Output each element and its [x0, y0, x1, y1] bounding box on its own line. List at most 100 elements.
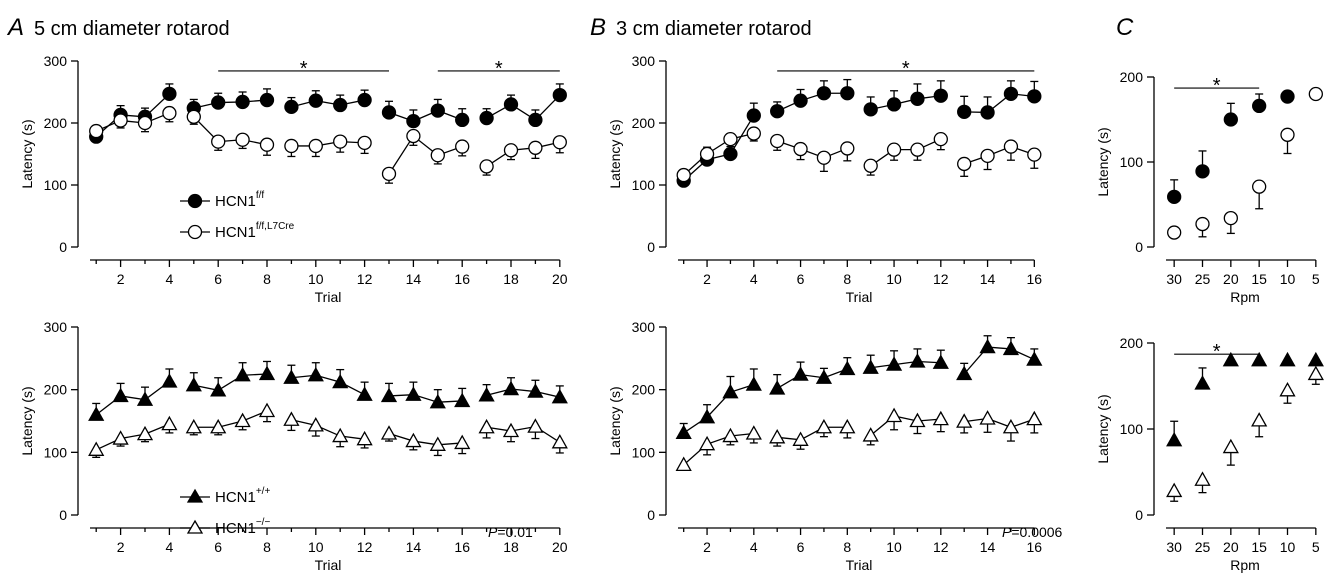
A_top-x-tick-label: 8: [263, 271, 271, 287]
A_bottom-series-1-line: [95, 380, 170, 416]
B_bottom-series-1-point: [815, 369, 833, 384]
C_bottom-y-tick-label: 200: [1120, 335, 1144, 351]
A_bottom-series-1-point: [551, 388, 568, 404]
B_top-x-axis-label: Trial: [846, 289, 873, 305]
A_bottom-series-1-point: [454, 392, 471, 408]
B_bottom-series-2-point: [839, 418, 856, 434]
C_bottom-series-2-point: [1279, 381, 1296, 397]
B_top-x-tick-label: 14: [980, 271, 996, 287]
A_top-series-2-point: [381, 166, 397, 181]
A_bottom-series-1-line: [291, 374, 365, 396]
B_bottom-series-1-point: [839, 360, 856, 376]
A_bottom-series-2-line: [388, 432, 463, 446]
B_top-y-tick-label: 300: [632, 53, 656, 69]
B_top-series-1-point: [980, 105, 995, 120]
B_top-series-1-point: [886, 97, 902, 112]
A_bottom-series-2-line: [193, 410, 268, 428]
B_top-series-1-point: [816, 86, 832, 101]
chart-b-bottom: 0 100 200 300 2 4 6 8 10 12 14 16 Trial Latency (s): [607, 319, 1043, 573]
A_top-x-axis-label: Trial: [315, 289, 342, 305]
C_bottom-x-tick-label: 20: [1223, 539, 1239, 555]
A_bottom-series-1-point: [356, 386, 373, 401]
A_top-series-1-point: [406, 113, 421, 129]
C_bottom-x-tick-label: 30: [1166, 539, 1182, 555]
C_top-series-1-point: [1195, 164, 1210, 179]
B_bottom-series-1-point: [956, 365, 973, 381]
B_top-x-tick-label: 2: [703, 271, 711, 287]
C_bottom-x-tick-label: 5: [1312, 539, 1320, 555]
B_bottom-series-1-point: [862, 359, 879, 374]
B_top-series-2-point: [840, 141, 855, 156]
B_top-series-1-line: [776, 92, 848, 112]
A_top-series-1-line: [95, 93, 170, 138]
A_bottom-x-tick-label: 18: [503, 539, 519, 555]
B_top-series-2-point: [746, 126, 761, 141]
A_bottom-x-tick-label: 16: [454, 539, 470, 555]
B_bottom-series-1-point: [722, 383, 739, 399]
A_top-series-2-point: [186, 109, 201, 124]
A_top-series-2-point: [113, 113, 128, 128]
A_top-series-1-line: [193, 99, 268, 109]
C_top-series-1-point: [1223, 112, 1238, 127]
A_bottom-series-2-point: [136, 425, 154, 441]
A_top-significance-star: *: [495, 58, 503, 80]
C_top-x-tick-label: 15: [1251, 271, 1267, 287]
A_bottom-series-1-line: [486, 388, 560, 398]
A_top-series-1-point: [552, 87, 567, 103]
A_top-series-1-line: [486, 94, 561, 121]
A_bottom-series-1-point: [283, 369, 300, 384]
A_bottom-series-2-point: [478, 418, 495, 434]
A_bottom-series-2-point: [161, 415, 178, 431]
A_bottom-series-1-point: [258, 365, 276, 381]
A_top-x-tick-label: 4: [166, 271, 174, 287]
A_top-series-1-point: [503, 97, 519, 112]
A_top-series-1-point: [333, 97, 348, 113]
A_bottom-series-2-point: [258, 402, 276, 418]
B_bottom-series-1-point: [909, 353, 926, 368]
A_bottom-series-1-line: [388, 394, 463, 403]
C_bottom-series-1-point: [1166, 431, 1183, 447]
B_top-y-tick-label: 100: [632, 177, 656, 193]
B_top-series-2-line: [683, 132, 754, 176]
A_bottom-series-2-point: [185, 418, 202, 434]
A_top-y-axis-label: Latency (s): [19, 119, 35, 188]
A_bottom-series-1-point: [307, 366, 324, 382]
A_top-series-1-line: [388, 109, 463, 122]
chart-a-bottom: 0 100 200 300 2 4 6 8 10 12 14 16 18 20 Trial Latency (…: [19, 319, 568, 573]
B_bottom-series-1-line: [963, 346, 1035, 375]
C_bottom-series-2-point: [1166, 482, 1183, 498]
B_top-series-1-point: [723, 146, 738, 162]
C_top-series-2-point: [1195, 216, 1210, 232]
A_top-series-2-point: [430, 148, 445, 163]
A_top-series-1-point: [430, 103, 445, 118]
A_bottom-series-1-point: [185, 376, 202, 392]
A_bottom-series-1-point: [234, 366, 251, 382]
C_top-series-1-point: [1252, 98, 1267, 114]
C_bottom-x-tick-label: 15: [1251, 539, 1267, 555]
A_bottom-series-2-line: [486, 425, 561, 443]
A_top-x-tick-label: 18: [503, 271, 519, 287]
A_bottom-x-tick-label: 12: [357, 539, 373, 555]
C_top-series-1-point: [1167, 189, 1182, 205]
B_bottom-x-tick-label: 16: [1027, 539, 1043, 555]
C_bottom-series-1-point: [1307, 351, 1324, 367]
B_bottom-series-1-point: [979, 338, 996, 354]
B_top-y-axis-label: Latency (s): [607, 119, 623, 188]
B_top-x-tick-label: 8: [843, 271, 851, 287]
A_top-series-2-point: [479, 159, 494, 174]
A_top-x-tick-label: 14: [406, 271, 422, 287]
A_top-y-tick-label: 200: [44, 115, 68, 131]
A_top-series-1-point: [211, 95, 226, 110]
B_top-series-1-point: [770, 104, 785, 119]
B_top-series-1-point: [793, 93, 808, 108]
A_bottom-series-1-line: [193, 373, 268, 391]
A_bottom-series-2-point: [112, 430, 129, 445]
B_top-series-2-point: [770, 133, 785, 149]
chart-c-bottom: 0 100 200 30 25 20 15 10 5 Rpm Latency (s) *: [1095, 335, 1324, 573]
B_bottom-series-1-point: [885, 356, 903, 371]
A_bottom-series-1-point: [405, 386, 422, 401]
C_top-x-tick-label: 20: [1223, 271, 1239, 287]
legend-label-top-2: HCN1f/f,L7Cre: [215, 221, 295, 241]
legend-marker-open-circle: [187, 224, 203, 240]
A_bottom-series-1-point: [527, 383, 544, 398]
